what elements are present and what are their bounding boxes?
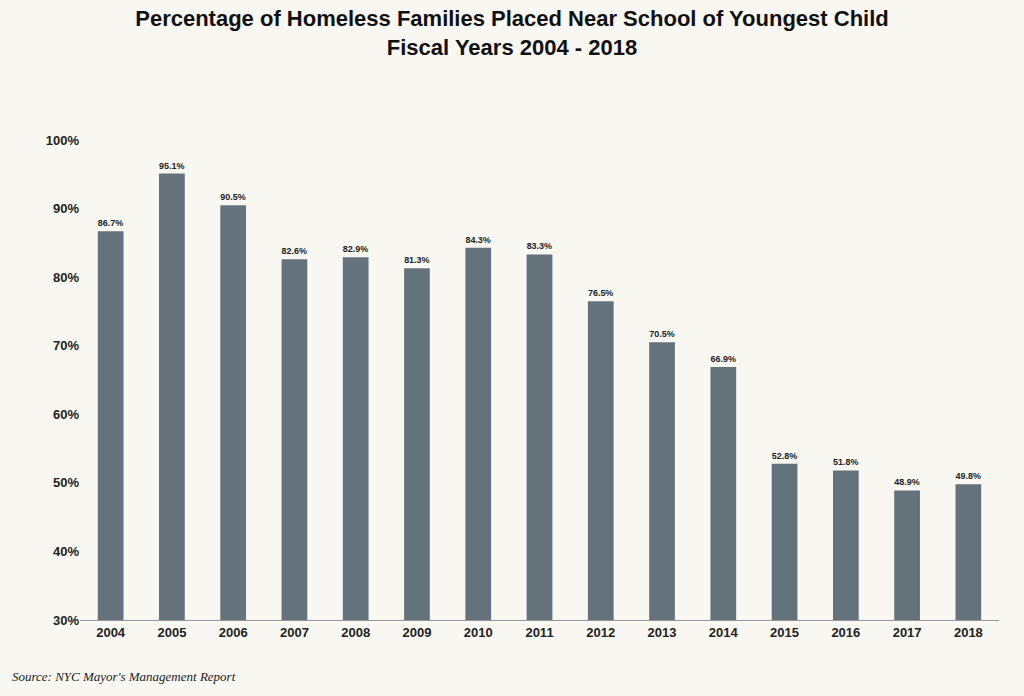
svg-text:82.6%: 82.6%	[282, 246, 307, 256]
svg-text:Percentage of Homeless Familie: Percentage of Homeless Families Placed N…	[135, 6, 889, 60]
svg-text:82.9%: 82.9%	[343, 244, 368, 254]
svg-text:86.7%: 86.7%	[98, 218, 123, 228]
svg-text:90.5%: 90.5%	[220, 192, 245, 202]
svg-text:2018: 2018	[954, 625, 983, 640]
svg-text:50%: 50%	[53, 475, 79, 490]
svg-text:80%: 80%	[53, 270, 79, 285]
svg-text:52.8%: 52.8%	[772, 451, 797, 461]
svg-text:76.5%: 76.5%	[588, 288, 613, 298]
svg-text:70.5%: 70.5%	[649, 329, 674, 339]
svg-text:100%: 100%	[46, 133, 80, 148]
svg-text:48.9%: 48.9%	[894, 477, 919, 487]
svg-text:2007: 2007	[280, 625, 309, 640]
svg-text:49.8%: 49.8%	[956, 471, 981, 481]
svg-text:2009: 2009	[403, 625, 432, 640]
svg-text:70%: 70%	[53, 338, 79, 353]
svg-text:2012: 2012	[586, 625, 615, 640]
svg-text:51.8%: 51.8%	[833, 457, 858, 467]
svg-text:2014: 2014	[709, 625, 739, 640]
svg-text:2015: 2015	[770, 625, 799, 640]
svg-text:60%: 60%	[53, 407, 79, 422]
svg-text:2017: 2017	[893, 625, 922, 640]
svg-text:2004: 2004	[96, 625, 126, 640]
svg-text:2013: 2013	[648, 625, 677, 640]
svg-text:2008: 2008	[341, 625, 370, 640]
svg-text:2010: 2010	[464, 625, 493, 640]
svg-text:2005: 2005	[157, 625, 186, 640]
svg-text:2011: 2011	[525, 625, 553, 640]
svg-text:90%: 90%	[53, 201, 79, 216]
svg-text:Source: NYC Mayor's Management: Source: NYC Mayor's Management Report	[12, 669, 236, 684]
svg-text:84.3%: 84.3%	[465, 235, 490, 245]
svg-text:30%: 30%	[53, 613, 79, 628]
svg-text:66.9%: 66.9%	[710, 354, 735, 364]
svg-text:81.3%: 81.3%	[404, 255, 429, 265]
svg-text:83.3%: 83.3%	[527, 241, 552, 251]
svg-text:2006: 2006	[219, 625, 248, 640]
svg-text:2016: 2016	[831, 625, 860, 640]
svg-text:95.1%: 95.1%	[159, 161, 184, 171]
svg-text:40%: 40%	[53, 544, 79, 559]
